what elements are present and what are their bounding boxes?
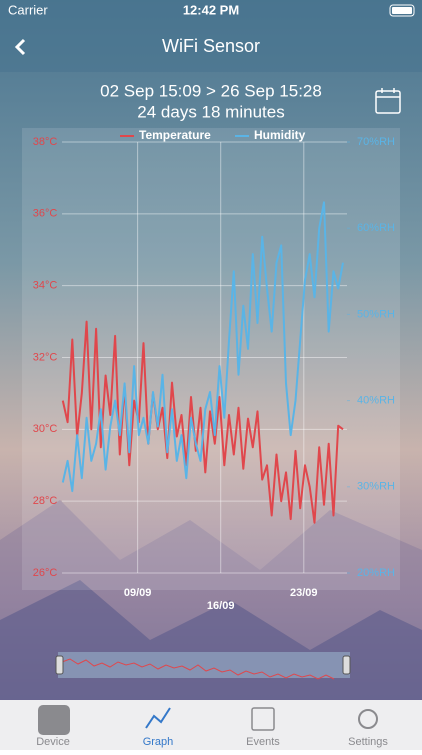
- y-tick-label: 26°C: [33, 567, 58, 579]
- chart-panel: [22, 128, 400, 590]
- settings-icon: [358, 709, 378, 729]
- y-tick-label: 38°C: [33, 136, 58, 148]
- chart: 26°C 28°C 30°C 32°C 34°C 36°C 38°C 20%RH 30%RH 40…: [33, 128, 395, 612]
- carrier: Carrier: [8, 2, 48, 17]
- y-tick-label: 30°C: [33, 423, 58, 435]
- x-tick-label: 09/09: [124, 587, 152, 599]
- battery-level: [392, 7, 412, 14]
- tab[interactable]: Graph: [143, 736, 174, 748]
- events-icon: [251, 707, 275, 731]
- back-button[interactable]: [14, 38, 26, 56]
- calendar-button[interactable]: [375, 88, 401, 114]
- tab[interactable]: Events: [246, 736, 280, 748]
- y2-tick-label: 20%RH: [357, 567, 395, 579]
- y2-tick-label: 40%RH: [357, 395, 395, 407]
- tab[interactable]: Settings: [348, 736, 388, 748]
- duration: 24 days 18 minutes: [137, 102, 284, 121]
- range-handle[interactable]: [55, 655, 64, 675]
- y-tick-label: 34°C: [33, 280, 58, 292]
- legend-label: Temperature: [139, 128, 211, 142]
- nav-bar: [0, 0, 422, 72]
- date-range: 02 Sep 15:09 > 26 Sep 15:28: [100, 81, 322, 100]
- range-handle[interactable]: [342, 655, 351, 675]
- tab-bar: [0, 700, 422, 750]
- range-preview: [61, 658, 335, 680]
- x-tick-label: 23/09: [290, 587, 318, 599]
- y2-tick-label: 60%RH: [357, 222, 395, 234]
- tab[interactable]: Device: [36, 736, 70, 748]
- y-tick-label: 28°C: [33, 495, 58, 507]
- y2-tick-label: 50%RH: [357, 308, 395, 320]
- range-selector[interactable]: [58, 652, 350, 678]
- nav-title: WiFi Sensor: [162, 36, 260, 56]
- battery: [389, 4, 415, 17]
- y-tick-label: 36°C: [33, 208, 58, 220]
- y2-tick-label: 70%RH: [357, 136, 395, 148]
- y2-tick-label: 30%RH: [357, 481, 395, 493]
- legend-label: Humidity: [254, 128, 306, 142]
- graph-icon: [145, 707, 171, 729]
- series-line: [61, 201, 344, 493]
- x-tick-label: 16/09: [207, 600, 235, 612]
- clock: 12:42 PM: [183, 2, 239, 17]
- y-tick-label: 32°C: [33, 351, 58, 363]
- device-icon: [38, 705, 70, 735]
